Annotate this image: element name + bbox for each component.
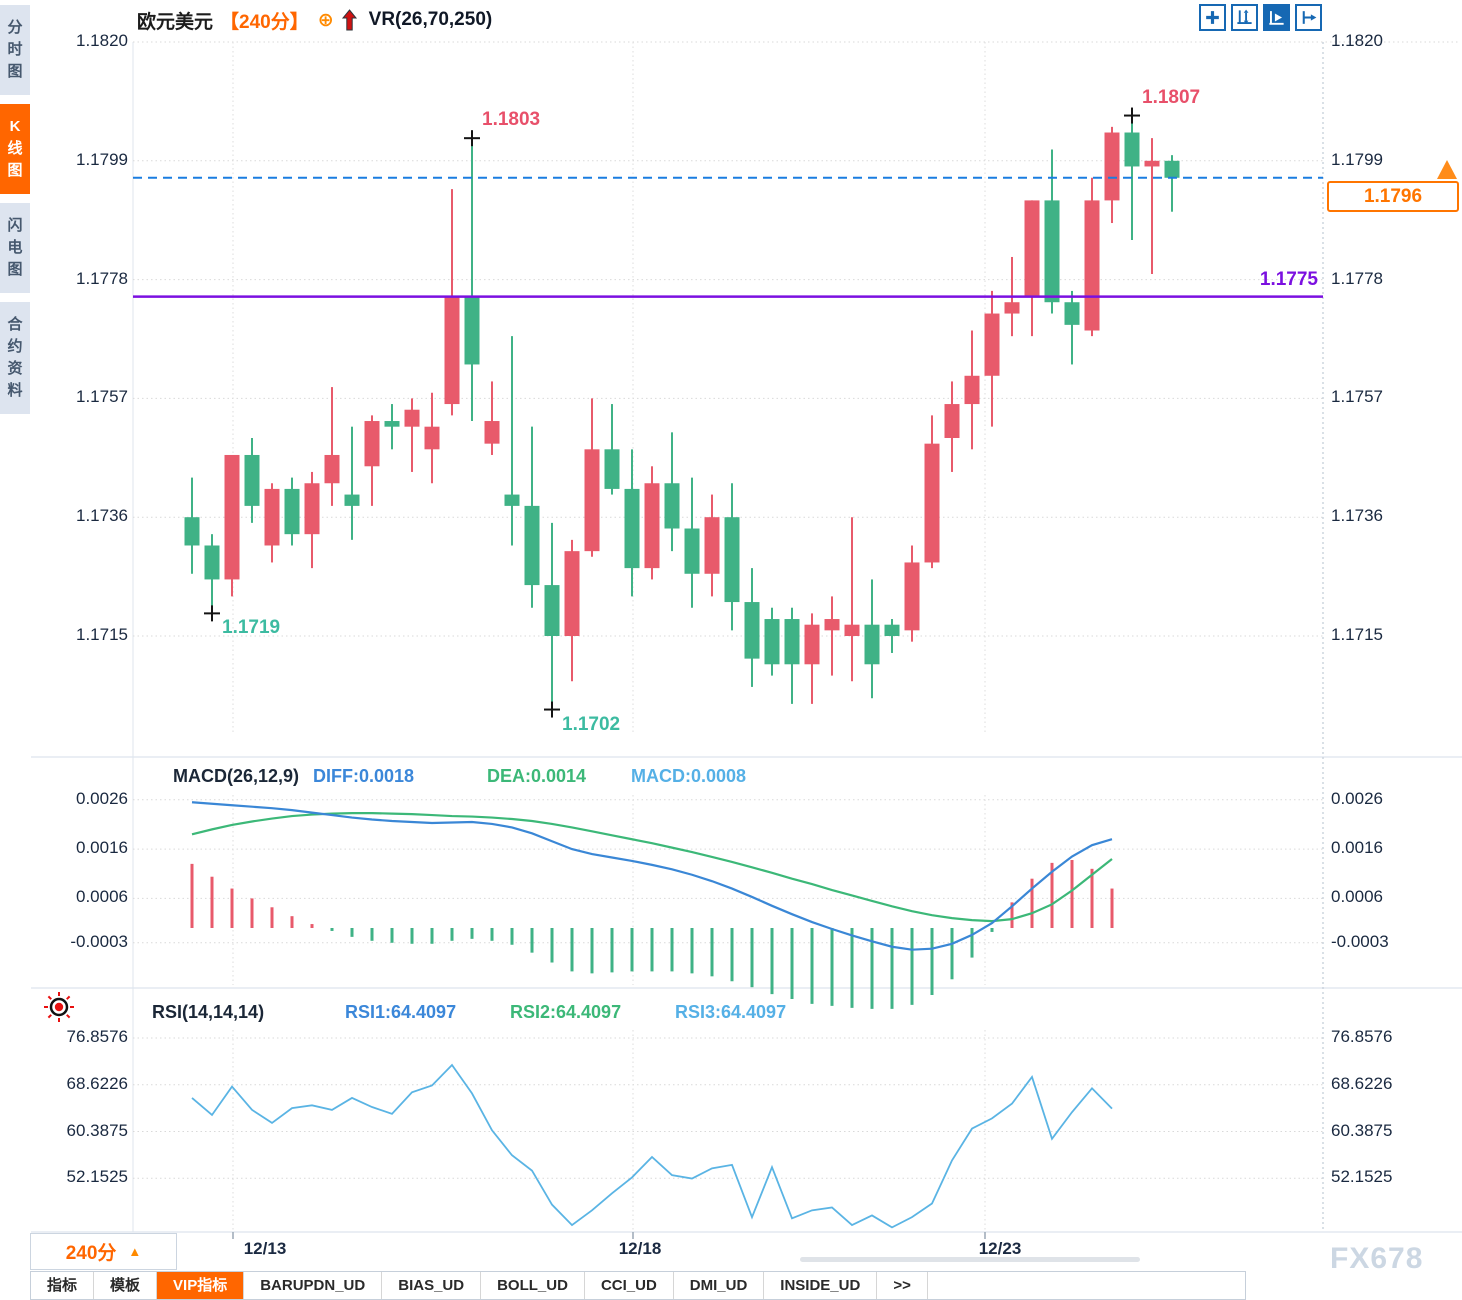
rsi-title: RSI(14,14,14) — [152, 1002, 265, 1022]
rsi-axis-label-left: 68.6226 — [66, 1073, 128, 1093]
bottom-tab->>[interactable]: >> — [877, 1272, 928, 1299]
macd-axis-label-left: 0.0026 — [76, 788, 128, 808]
horizontal-scrollbar[interactable] — [800, 1257, 1140, 1262]
symbol-name: 欧元美元 — [137, 11, 214, 33]
rsi-axis-label-right: 68.6226 — [1331, 1073, 1393, 1093]
bottom-tab-指标[interactable]: 指标 — [31, 1272, 95, 1299]
sidebar-tab-闪电图[interactable]: 闪电图 — [0, 203, 30, 293]
macd-axis-label-left: 0.0006 — [76, 887, 128, 907]
x-axis-date-label: 12/23 — [978, 1239, 1022, 1258]
timeframe-value: 240分 — [65, 1243, 117, 1264]
macd-diff-value: DIFF:0.0018 — [313, 766, 415, 786]
bottom-tab-模板[interactable]: 模板 — [94, 1272, 158, 1299]
price-axis-label-right: 1.1757 — [1331, 387, 1383, 407]
timeframe-expand-icon: ▲ — [128, 1244, 142, 1259]
macd-axis-label-right: 0.0026 — [1331, 788, 1383, 808]
price-axis-label-right: 1.1736 — [1331, 506, 1383, 526]
timeframe-label[interactable]: 【240分】 — [220, 11, 309, 33]
axis-play-icon[interactable] — [1263, 4, 1290, 31]
price-axis-label-right: 1.1715 — [1331, 625, 1383, 644]
rsi-axis-label-left: 76.8576 — [66, 1027, 128, 1046]
pan-right-icon[interactable] — [1295, 4, 1322, 31]
bottom-tab-CCI_UD[interactable]: CCI_UD — [585, 1272, 674, 1299]
bottom-tab-BIAS_UD[interactable]: BIAS_UD — [382, 1272, 482, 1299]
bottom-tab-INSIDE_UD[interactable]: INSIDE_UD — [764, 1272, 878, 1299]
rsi-axis-label-right: 52.1525 — [1331, 1167, 1393, 1187]
axis-range-icon[interactable] — [1231, 4, 1258, 31]
macd-macd-value: MACD:0.0008 — [631, 766, 747, 786]
rsi2-value: RSI2:64.4097 — [510, 1002, 622, 1022]
price-axis-label-left: 1.1715 — [76, 625, 128, 644]
macd-axis-label-right: -0.0003 — [1331, 931, 1389, 951]
macd-header: MACD(26,12,9) — [173, 766, 299, 787]
price-annotation: 1.1803 — [482, 109, 541, 131]
rsi-axis-label-left: 60.3875 — [66, 1120, 128, 1140]
sidebar-tab-分时图[interactable]: 分时图 — [0, 5, 30, 95]
rsi1-value: RSI1:64.4097 — [345, 1002, 457, 1022]
last-price-box: 1.1796 — [1327, 181, 1459, 212]
price-annotation: 1.1702 — [562, 713, 621, 735]
price-annotation: 1.1719 — [222, 617, 281, 639]
macd-dea-value: DEA:0.0014 — [487, 766, 587, 786]
bottom-tab-DMI_UD[interactable]: DMI_UD — [674, 1272, 765, 1299]
bottom-tab-VIP指标[interactable]: VIP指标 — [157, 1272, 245, 1299]
price-axis-label-left: 1.1799 — [76, 149, 128, 169]
alert-line-label: 1.1775 — [1259, 268, 1318, 290]
price-annotation: 1.1807 — [1142, 86, 1201, 108]
price-axis-label-right: 1.1778 — [1331, 268, 1383, 288]
chart-toolbar — [1199, 4, 1322, 31]
price-axis-label-right: 1.1799 — [1331, 149, 1383, 169]
price-axis-label-left: 1.1820 — [76, 31, 128, 50]
macd-axis-label-left: 0.0016 — [76, 838, 128, 858]
tabbar-spacer — [928, 1272, 1245, 1299]
bottom-tab-BOLL_UD[interactable]: BOLL_UD — [481, 1272, 585, 1299]
macd-axis-label-right: 0.0006 — [1331, 887, 1383, 907]
macd-axis-label-left: -0.0003 — [70, 931, 128, 951]
watermark: FX678 — [1330, 1242, 1424, 1275]
timeframe-selector[interactable]: 240分 ▲ — [30, 1233, 177, 1270]
x-axis-date-label: 12/18 — [618, 1239, 662, 1258]
price-axis-label-left: 1.1757 — [76, 387, 128, 407]
up-arrow-icon — [341, 8, 357, 30]
bottom-tab-BARUPDN_UD[interactable]: BARUPDN_UD — [244, 1272, 383, 1299]
chart-header: 欧元美元 【240分】 ⊕ VR(26,70,250) — [137, 7, 492, 33]
indicator-tabbar: 指标 模板 VIP指标 BARUPDN_UD BIAS_UD BOLL_UD CCI_UD D… — [30, 1271, 1246, 1300]
sidebar-tab-合约资料[interactable]: 合约资料 — [0, 302, 30, 414]
add-indicator-icon[interactable]: ⊕ — [317, 9, 334, 31]
macd-axis-label-right: 0.0016 — [1331, 838, 1383, 858]
rsi-axis-label-right: 60.3875 — [1331, 1120, 1393, 1140]
rsi-axis-label-right: 76.8576 — [1331, 1027, 1393, 1046]
overlay-indicator-label: VR(26,70,250) — [368, 9, 493, 30]
price-axis-label-left: 1.1736 — [76, 506, 128, 526]
crosshair-tool-icon[interactable] — [1199, 4, 1226, 31]
price-axis-label-right: 1.1820 — [1331, 31, 1383, 50]
macd-title: MACD(26,12,9) — [173, 766, 300, 786]
rsi-axis-label-left: 52.1525 — [66, 1167, 128, 1187]
x-axis-date-label: 12/13 — [243, 1239, 287, 1258]
price-axis-label-left: 1.1778 — [76, 268, 128, 288]
rsi3-value: RSI3:64.4097 — [675, 1002, 787, 1022]
